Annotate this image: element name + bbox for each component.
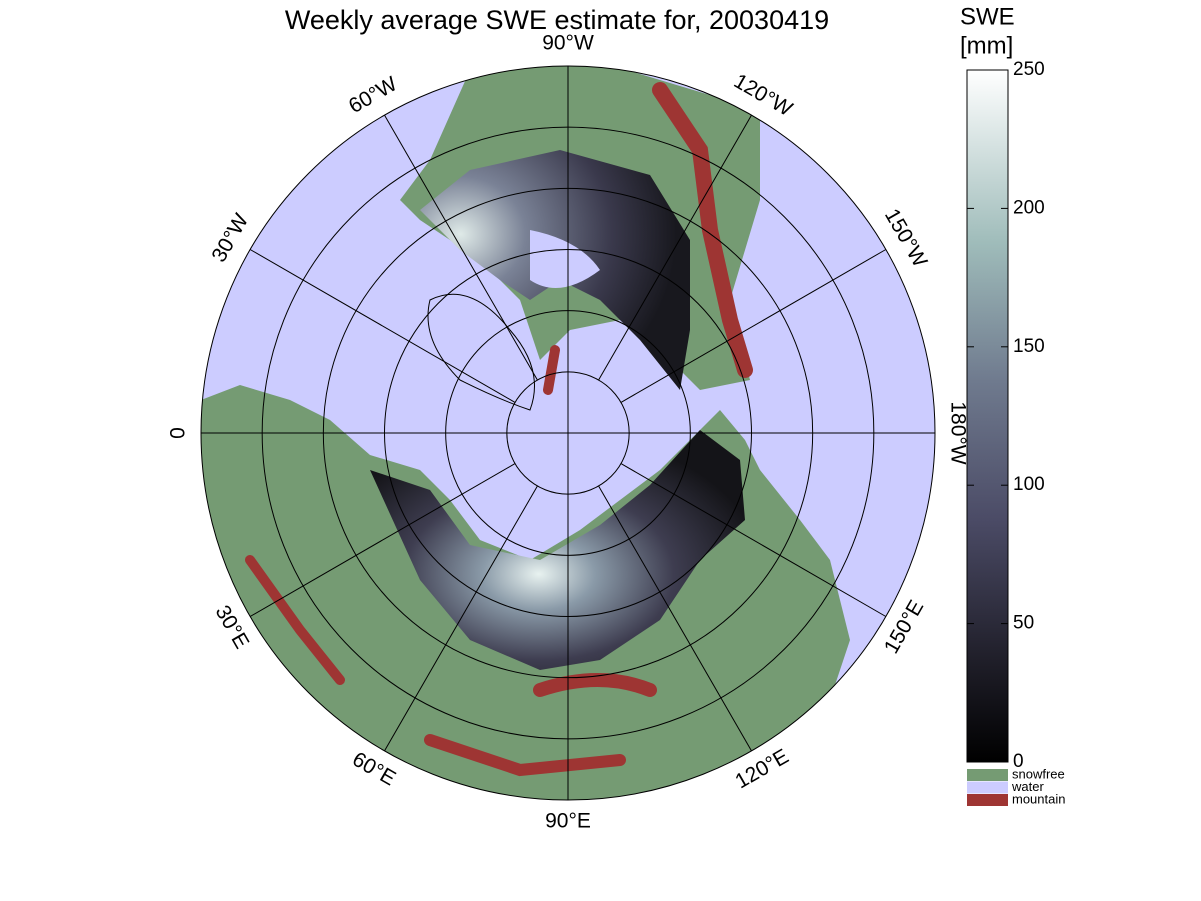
meridian xyxy=(620,249,887,403)
meridian xyxy=(620,463,887,617)
colorbar-tick-label: 150 xyxy=(1013,336,1045,357)
hudson-bay xyxy=(530,230,600,288)
longitude-label: 90°W xyxy=(542,32,594,55)
legend-swatch xyxy=(967,794,1008,806)
colorbar xyxy=(966,69,1009,763)
longitude-label: 90°E xyxy=(545,810,591,833)
longitude-label: 0 xyxy=(167,427,190,439)
map-title: Weekly average SWE estimate for, 2003041… xyxy=(285,5,829,35)
meridian xyxy=(384,114,538,381)
colorbar-tick-label: 100 xyxy=(1013,474,1045,495)
colorbar-label: SWE xyxy=(960,3,1015,30)
meridian xyxy=(249,249,516,403)
meridian xyxy=(249,463,516,617)
colorbar-tick-label: 200 xyxy=(1013,197,1045,218)
colorbar-tick-label: 0 xyxy=(1013,751,1024,772)
meridian xyxy=(598,114,752,381)
legend-label: water xyxy=(1011,779,1044,794)
meridian xyxy=(384,485,538,752)
legend-label: snowfree xyxy=(1012,766,1065,781)
snow-cover xyxy=(370,430,745,670)
legend-swatch xyxy=(967,781,1008,794)
map-frame xyxy=(200,65,936,801)
colorbar-tick-label: 50 xyxy=(1013,613,1034,634)
legend-label: mountain xyxy=(1012,791,1065,806)
greenland xyxy=(427,293,535,411)
colorbar-tick-label: 250 xyxy=(1013,59,1045,80)
map-area xyxy=(201,66,935,800)
colorbar-label: [mm] xyxy=(960,32,1013,59)
longitude-label: 180°W xyxy=(946,401,969,464)
legend-swatch xyxy=(967,769,1008,781)
graticule xyxy=(201,66,935,800)
meridian xyxy=(598,485,752,752)
